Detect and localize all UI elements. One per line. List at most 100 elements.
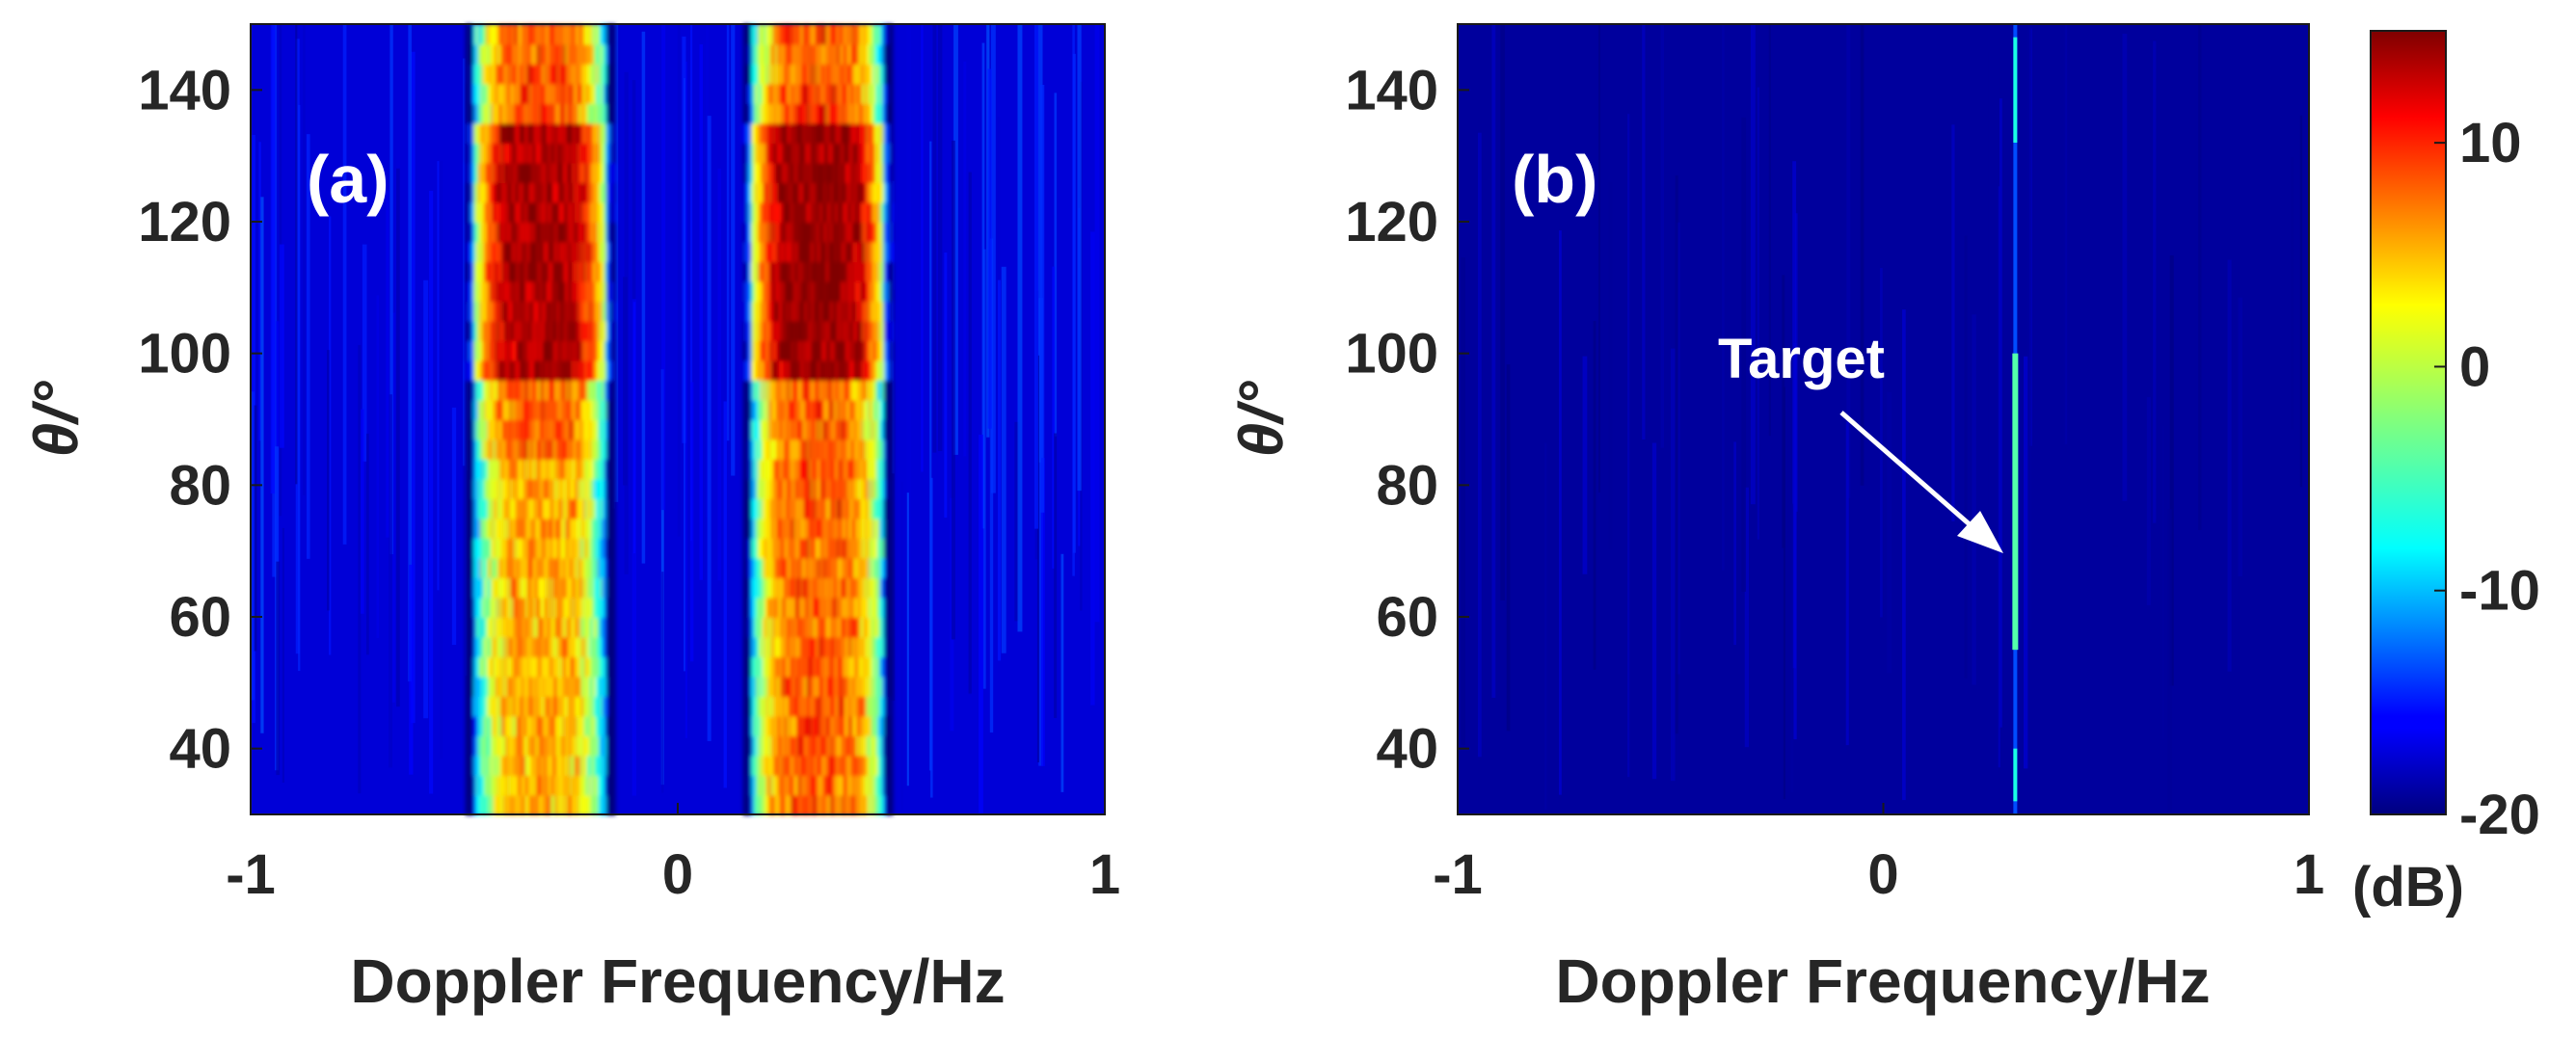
- band-cell: [589, 775, 593, 796]
- band-cell: [533, 360, 537, 381]
- band-cell: [529, 518, 533, 539]
- band-cell: [491, 597, 495, 618]
- band-cell: [484, 656, 488, 678]
- band-cell: [526, 617, 531, 638]
- band-cell: [768, 182, 772, 203]
- band-cell: [467, 498, 471, 520]
- band-cell: [746, 557, 751, 578]
- band-cell: [471, 103, 475, 124]
- band-cell: [544, 498, 548, 520]
- band-cell: [758, 715, 762, 736]
- band-cell: [765, 696, 770, 717]
- band-cell: [529, 439, 533, 460]
- band-cell: [586, 261, 591, 282]
- band-cell: [765, 162, 770, 183]
- band-cell: [798, 617, 802, 638]
- band-cell: [559, 162, 563, 183]
- band-cell: [758, 43, 762, 65]
- band-cell: [764, 280, 767, 302]
- band-cell: [813, 340, 817, 361]
- band-cell: [565, 122, 569, 144]
- band-cell: [845, 459, 849, 480]
- band-cell: [495, 459, 498, 480]
- band-cell: [818, 261, 821, 282]
- band-cell: [524, 459, 528, 480]
- band-cell: [595, 439, 599, 460]
- band-cell: [811, 577, 815, 599]
- band-cell: [544, 518, 548, 539]
- band-cell: [610, 735, 614, 757]
- band-cell: [792, 64, 795, 85]
- band-cell: [524, 83, 528, 104]
- band-cell: [779, 399, 783, 420]
- band-cell: [823, 280, 827, 302]
- band-cell: [795, 143, 800, 164]
- band-cell: [825, 261, 830, 282]
- band-cell: [491, 222, 495, 243]
- band-cell: [790, 735, 793, 757]
- band-cell: [501, 64, 505, 85]
- band-cell: [610, 182, 614, 203]
- band-cell: [503, 261, 507, 282]
- band-cell: [546, 222, 550, 243]
- band-cell: [563, 715, 567, 736]
- band-cell: [818, 498, 821, 520]
- band-cell: [755, 538, 760, 559]
- band-cell: [818, 755, 821, 776]
- band-cell: [807, 222, 811, 243]
- band-cell: [548, 597, 552, 618]
- band-cell: [785, 64, 790, 85]
- band-cell: [574, 24, 577, 45]
- band-cell: [495, 794, 498, 815]
- band-cell: [540, 735, 544, 757]
- band-cell: [570, 775, 574, 796]
- band-cell: [770, 143, 774, 164]
- band-cell: [830, 538, 834, 559]
- band-cell: [556, 162, 561, 183]
- band-cell: [576, 399, 580, 420]
- band-cell: [744, 794, 748, 815]
- band-cell: [755, 636, 760, 657]
- band-cell: [567, 498, 572, 520]
- band-cell: [604, 498, 607, 520]
- band-cell: [764, 557, 767, 578]
- band-cell: [843, 43, 846, 65]
- band-cell: [480, 122, 484, 144]
- band-cell: [802, 459, 806, 480]
- band-cell: [809, 676, 813, 697]
- band-cell: [755, 775, 760, 796]
- band-cell: [783, 103, 787, 124]
- band-cell: [790, 301, 793, 322]
- band-cell: [813, 64, 817, 85]
- band-cell: [465, 439, 469, 460]
- band-cell: [593, 735, 597, 757]
- band-cell: [561, 222, 565, 243]
- band-cell: [749, 64, 753, 85]
- band-cell: [790, 617, 793, 638]
- band-cell: [512, 83, 516, 104]
- band-cell: [841, 143, 845, 164]
- band-cell: [493, 261, 496, 282]
- band-cell: [823, 419, 827, 440]
- band-cell: [600, 775, 604, 796]
- band-cell: [781, 775, 785, 796]
- band-cell: [764, 24, 767, 45]
- band-cell: [529, 715, 533, 736]
- band-cell: [819, 64, 823, 85]
- band-cell: [764, 122, 767, 144]
- noise-streak: [1036, 355, 1040, 762]
- band-cell: [565, 143, 569, 164]
- band-cell: [552, 715, 556, 736]
- band-cell: [847, 518, 851, 539]
- band-cell: [471, 775, 475, 796]
- band-cell: [753, 755, 757, 776]
- band-cell: [753, 676, 757, 697]
- band-cell: [475, 775, 479, 796]
- band-cell: [531, 162, 535, 183]
- band-cell: [604, 24, 607, 45]
- band-cell: [809, 83, 813, 104]
- band-cell: [486, 459, 490, 480]
- band-cell: [845, 617, 849, 638]
- band-cell: [510, 43, 514, 65]
- band-cell: [751, 498, 755, 520]
